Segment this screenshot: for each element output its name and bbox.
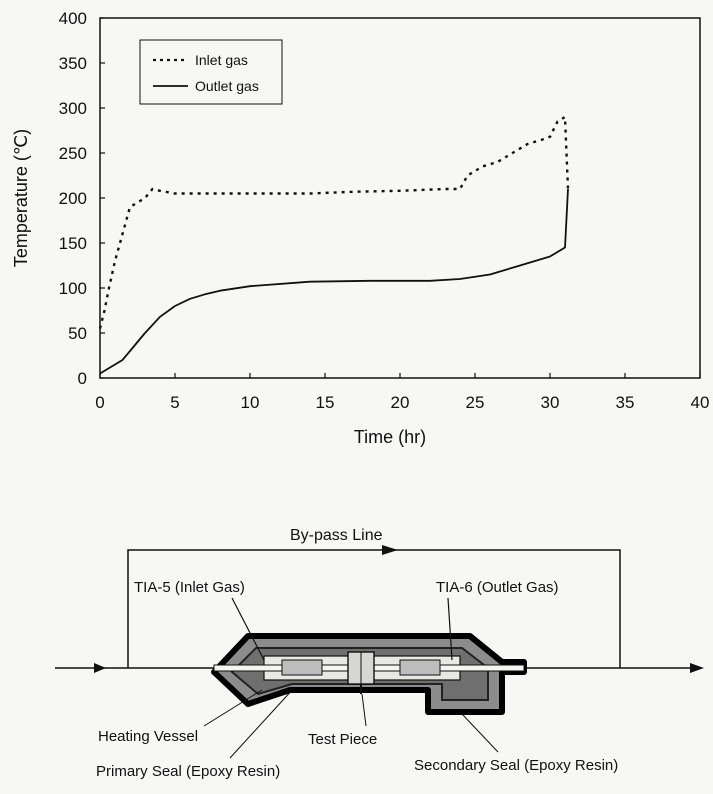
inlet-arrow: [94, 663, 106, 673]
test-piece-leader: [361, 693, 367, 727]
y-tick-label: 0: [78, 369, 87, 388]
legend-box: [139, 39, 283, 105]
x-tick-label: 10: [241, 393, 260, 412]
y-tick-label: 300: [59, 99, 87, 118]
x-tick-label: 20: [391, 393, 410, 412]
x-tick-label: 5: [170, 393, 179, 412]
temperature-chart: 0 5 10 15 20 25 30 35 40 0 50 100 150 200 250 300 350 40…: [11, 9, 709, 447]
series-line-outlet-gas: [99, 188, 569, 375]
outlet-arrow: [690, 663, 704, 673]
y-tick-label: 50: [68, 324, 87, 343]
x-axis-ticks: 0 5 10 15 20 25 30 35 40: [95, 373, 709, 412]
y-tick-label: 150: [59, 234, 87, 253]
series-layer: [98, 115, 570, 375]
x-tick-label: 25: [466, 393, 485, 412]
x-tick-label: 15: [316, 393, 335, 412]
inner-fitting-right: [399, 659, 441, 676]
bypass-arrow: [382, 545, 398, 555]
heating-vessel-leader: [203, 689, 263, 727]
bypass-line: [127, 549, 621, 668]
primary-seal-leader: [229, 687, 295, 759]
legend: Inlet gas Outlet gas: [139, 39, 283, 105]
heating-vessel-label: Heating Vessel: [98, 728, 198, 745]
x-tick-label: 40: [691, 393, 710, 412]
tia5-leader: [231, 597, 265, 661]
tia6-label: TIA-6 (Outlet Gas): [436, 579, 559, 596]
plot-frame: [99, 17, 701, 379]
secondary-seal-leader: [461, 713, 499, 753]
tia6-leader: [447, 597, 453, 661]
inner-fitting-left: [281, 659, 323, 676]
test-piece-label: Test Piece: [308, 731, 377, 748]
y-tick-label: 250: [59, 144, 87, 163]
y-axis-label: Temperature (℃): [11, 129, 31, 267]
x-tick-label: 0: [95, 393, 104, 412]
series-line-inlet-gas: [98, 115, 570, 329]
y-tick-label: 200: [59, 189, 87, 208]
legend-label-inlet: Inlet gas: [195, 52, 248, 68]
primary-seal-label: Primary Seal (Epoxy Resin): [96, 763, 280, 780]
secondary-seal-label: Secondary Seal (Epoxy Resin): [414, 757, 618, 774]
y-tick-label: 350: [59, 54, 87, 73]
x-axis-label: Time (hr): [354, 427, 426, 447]
tia5-label: TIA-5 (Inlet Gas): [134, 579, 245, 596]
y-tick-label: 100: [59, 279, 87, 298]
x-tick-label: 35: [616, 393, 635, 412]
bypass-label: By-pass Line: [290, 527, 383, 544]
test-apparatus-diagram: By-pass Line TIA-5 (Inlet Gas) TIA-6 (Ou…: [55, 527, 704, 780]
legend-label-outlet: Outlet gas: [195, 78, 259, 94]
y-axis-ticks: 0 50 100 150 200 250 300 350 400: [59, 9, 105, 388]
x-tick-label: 30: [541, 393, 560, 412]
y-tick-label: 400: [59, 9, 87, 28]
